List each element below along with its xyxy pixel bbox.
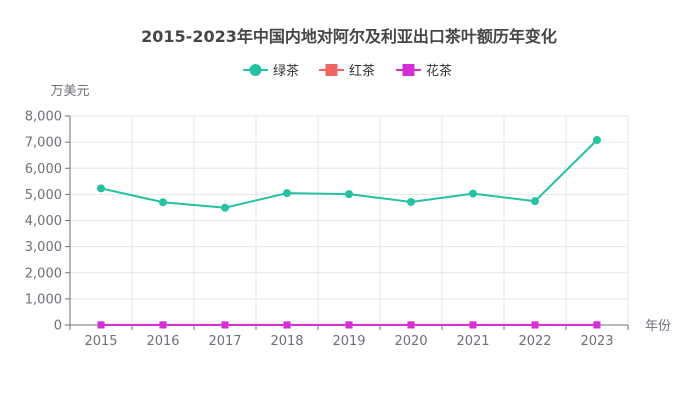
- data-point: [593, 136, 601, 145]
- data-point: [345, 190, 353, 199]
- data-point: [531, 321, 539, 329]
- y-tick-label: 6,000: [25, 162, 62, 177]
- data-point: [531, 197, 539, 206]
- x-tick-label: 2015: [84, 334, 117, 349]
- x-tick-label: 2016: [146, 334, 179, 349]
- series-layer: [97, 136, 601, 329]
- legend-marker: [402, 64, 415, 76]
- x-tick-label: 2021: [456, 334, 489, 349]
- data-point: [283, 321, 291, 329]
- x-axis-name: 年份: [645, 319, 671, 334]
- data-point: [593, 321, 601, 329]
- axes: [65, 115, 629, 330]
- legend-label: 绿茶: [273, 63, 299, 79]
- chart-title: 2015-2023年中国内地对阿尔及利亚出口茶叶额历年变化: [141, 27, 557, 46]
- data-point: [345, 321, 353, 329]
- y-tick-label: 2,000: [25, 266, 62, 281]
- y-tick-label: 4,000: [25, 214, 62, 229]
- y-axis-name: 万美元: [50, 84, 89, 99]
- data-point: [97, 321, 105, 329]
- legend-marker: [325, 64, 338, 76]
- data-point: [407, 197, 415, 206]
- y-tick-label: 8,000: [25, 110, 62, 125]
- data-point: [97, 184, 105, 193]
- x-tick-label: 2020: [394, 334, 427, 349]
- data-point: [159, 198, 167, 207]
- y-tick-label: 5,000: [25, 188, 62, 203]
- data-point: [159, 321, 167, 329]
- data-point: [221, 203, 229, 212]
- data-point: [221, 321, 229, 329]
- x-tick-labels: 2015 2016 2017 2018 2019 2020 2021 2022 2023: [84, 334, 613, 349]
- grid: [70, 115, 629, 325]
- data-point: [407, 321, 415, 329]
- data-point: [283, 189, 291, 198]
- y-tick-label: 0: [54, 319, 62, 334]
- data-point: [469, 321, 477, 329]
- legend-label: 红茶: [349, 63, 375, 79]
- x-tick-label: 2023: [580, 334, 613, 349]
- y-tick-label: 7,000: [25, 136, 62, 151]
- y-tick-label: 3,000: [25, 240, 62, 255]
- x-tick-label: 2018: [270, 334, 303, 349]
- y-tick-labels: 0 1,000 2,000 3,000 4,000 5,000 6,000 7,000 8,00…: [25, 110, 62, 334]
- x-tick-label: 2019: [332, 334, 365, 349]
- x-tick-label: 2017: [208, 334, 241, 349]
- legend-marker: [249, 64, 262, 76]
- x-tick-label: 2022: [518, 334, 551, 349]
- legend-label: 花茶: [426, 63, 452, 79]
- y-tick-label: 1,000: [25, 292, 62, 307]
- legend: 绿茶 红茶 花茶: [243, 63, 452, 79]
- data-point: [469, 189, 477, 198]
